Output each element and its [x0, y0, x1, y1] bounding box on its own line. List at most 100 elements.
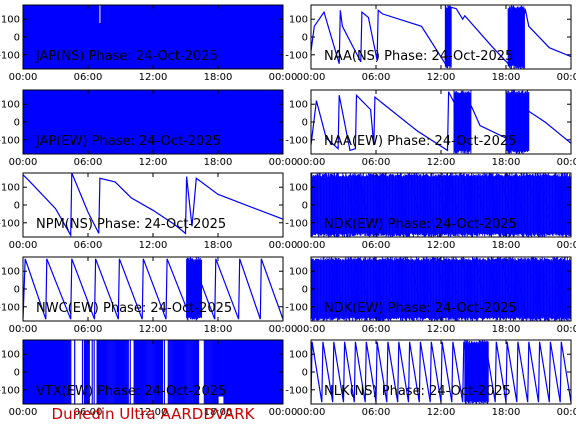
series-line	[23, 258, 283, 320]
y-tick-label: -100	[285, 385, 308, 396]
x-tick-label: 18:00	[492, 72, 521, 83]
ramp-trace	[462, 258, 476, 320]
noise-fill	[223, 340, 283, 404]
x-tick-label: 12:00	[427, 240, 456, 251]
ramp-trace	[501, 174, 515, 236]
ramp-trace	[540, 258, 554, 320]
ramp-trace	[397, 258, 411, 320]
ramp-trace	[397, 174, 411, 236]
ramp-trace	[371, 174, 385, 236]
chart-panel: 100 0 -100 00:00 06:00 12:00 18:00 00:00 JAP(EW)…	[0, 89, 297, 168]
y-tick-label: 100	[289, 350, 308, 361]
x-tick-label: 12:00	[139, 324, 168, 335]
noise-fill	[23, 340, 58, 404]
ramp-trace	[345, 258, 359, 320]
chart-title: VTX(EW) Phase: 24-Oct-2025	[36, 384, 226, 399]
noise-fill	[23, 5, 283, 69]
ramp-trace	[384, 174, 398, 236]
x-tick-label: 12:00	[139, 157, 168, 168]
x-tick-label: 06:00	[74, 240, 103, 251]
x-tick-label: 00:00	[297, 324, 326, 335]
chart-title: NAA(NS) Phase: 24-Oct-2025	[324, 49, 513, 64]
chart-panel: 100 0 -100 00:00 06:00 12:00 18:00 00:00 NAA(NS)…	[285, 4, 576, 83]
plot-area	[23, 5, 283, 69]
x-tick-label: 18:00	[204, 324, 233, 335]
ramp-trace	[553, 258, 567, 320]
plot-area	[311, 5, 571, 69]
y-tick-label: -100	[285, 135, 308, 146]
x-tick-label: 00:00	[269, 324, 298, 335]
y-tick-label: 100	[289, 100, 308, 111]
y-tick-label: 0	[302, 118, 308, 129]
series-line	[311, 91, 571, 152]
x-tick-label: 06:00	[362, 407, 391, 418]
x-tick-label: 18:00	[492, 407, 521, 418]
x-tick-label: 18:00	[204, 240, 233, 251]
chart-title: NPM(NS) Phase: 24-Oct-2025	[36, 217, 226, 232]
x-tick-label: 00:00	[297, 72, 326, 83]
y-tick-label: 100	[1, 267, 20, 278]
x-tick-label: 00:00	[297, 240, 326, 251]
y-tick-label: -100	[0, 135, 20, 146]
ramp-trace	[371, 258, 385, 320]
plot-area	[23, 90, 283, 154]
series-line	[23, 173, 283, 237]
x-tick-label: 18:00	[492, 324, 521, 335]
ramp-trace	[332, 174, 346, 236]
x-tick-label: 00:00	[557, 240, 576, 251]
ramp-trace	[358, 174, 372, 236]
y-tick-label: 100	[1, 350, 20, 361]
plot-area	[23, 173, 283, 237]
ramp-trace	[475, 258, 489, 320]
x-tick-label: 12:00	[427, 157, 456, 168]
x-tick-label: 06:00	[74, 72, 103, 83]
x-tick-label: 12:00	[427, 324, 456, 335]
chart-title: NAA(EW) Phase: 24-Oct-2025	[324, 134, 516, 149]
chart-title: NLK(NS) Phase: 24-Oct-2025	[324, 384, 511, 399]
x-tick-label: 12:00	[139, 407, 168, 418]
x-tick-label: 00:00	[557, 324, 576, 335]
chart-title: JAP(EW) Phase: 24-Oct-2025	[35, 134, 221, 149]
chart-panel: 100 0 -100 00:00 06:00 12:00 18:00 00:00 VTX(EW)…	[0, 339, 298, 418]
footer-label: Dunedin Ultra AARDDVARK	[52, 405, 256, 423]
ramp-trace	[540, 174, 554, 236]
chart-panel: 100 0 -100 00:00 06:00 12:00 18:00 00:00 JAP(NS)…	[0, 4, 297, 83]
ramp-trace	[332, 258, 346, 320]
y-tick-label: 100	[1, 100, 20, 111]
x-tick-label: 00:00	[269, 240, 298, 251]
ramp-trace	[553, 174, 567, 236]
ramp-trace	[488, 258, 502, 320]
x-tick-label: 18:00	[204, 72, 233, 83]
y-tick-label: 0	[302, 368, 308, 379]
chart-title: NDK(EW) Phase: 24-Oct-2025	[324, 301, 517, 316]
x-tick-label: 00:00	[297, 157, 326, 168]
y-tick-label: -100	[0, 302, 20, 313]
ramp-trace	[449, 258, 463, 320]
x-tick-label: 18:00	[492, 157, 521, 168]
chart-title: NWC(EW) Phase: 24-Oct-2025	[36, 301, 232, 316]
y-tick-label: 0	[14, 285, 20, 296]
ramp-trace	[475, 174, 489, 236]
x-tick-label: 00:00	[9, 240, 38, 251]
x-tick-label: 00:00	[9, 324, 38, 335]
x-tick-label: 00:00	[557, 407, 576, 418]
y-tick-label: 0	[302, 201, 308, 212]
x-tick-label: 00:00	[269, 407, 298, 418]
ramp-trace	[514, 258, 528, 320]
x-tick-label: 18:00	[204, 407, 233, 418]
series-line	[311, 6, 571, 69]
ramp-trace	[345, 174, 359, 236]
x-tick-label: 06:00	[362, 72, 391, 83]
chart-panel: 100 0 -100 00:00 06:00 12:00 18:00 00:00 NPM(NS)…	[0, 172, 298, 251]
x-tick-label: 12:00	[139, 240, 168, 251]
x-tick-label: 00:00	[9, 72, 38, 83]
chart-panel: 100 0 -100 00:00 06:00 12:00 18:00 00:00 NLK(NS)…	[285, 339, 576, 418]
plot-area	[311, 173, 571, 237]
y-tick-label: 0	[302, 285, 308, 296]
x-tick-label: 06:00	[362, 157, 391, 168]
y-tick-label: 100	[289, 183, 308, 194]
ramp-trace	[410, 174, 424, 236]
y-tick-label: 100	[1, 15, 20, 26]
